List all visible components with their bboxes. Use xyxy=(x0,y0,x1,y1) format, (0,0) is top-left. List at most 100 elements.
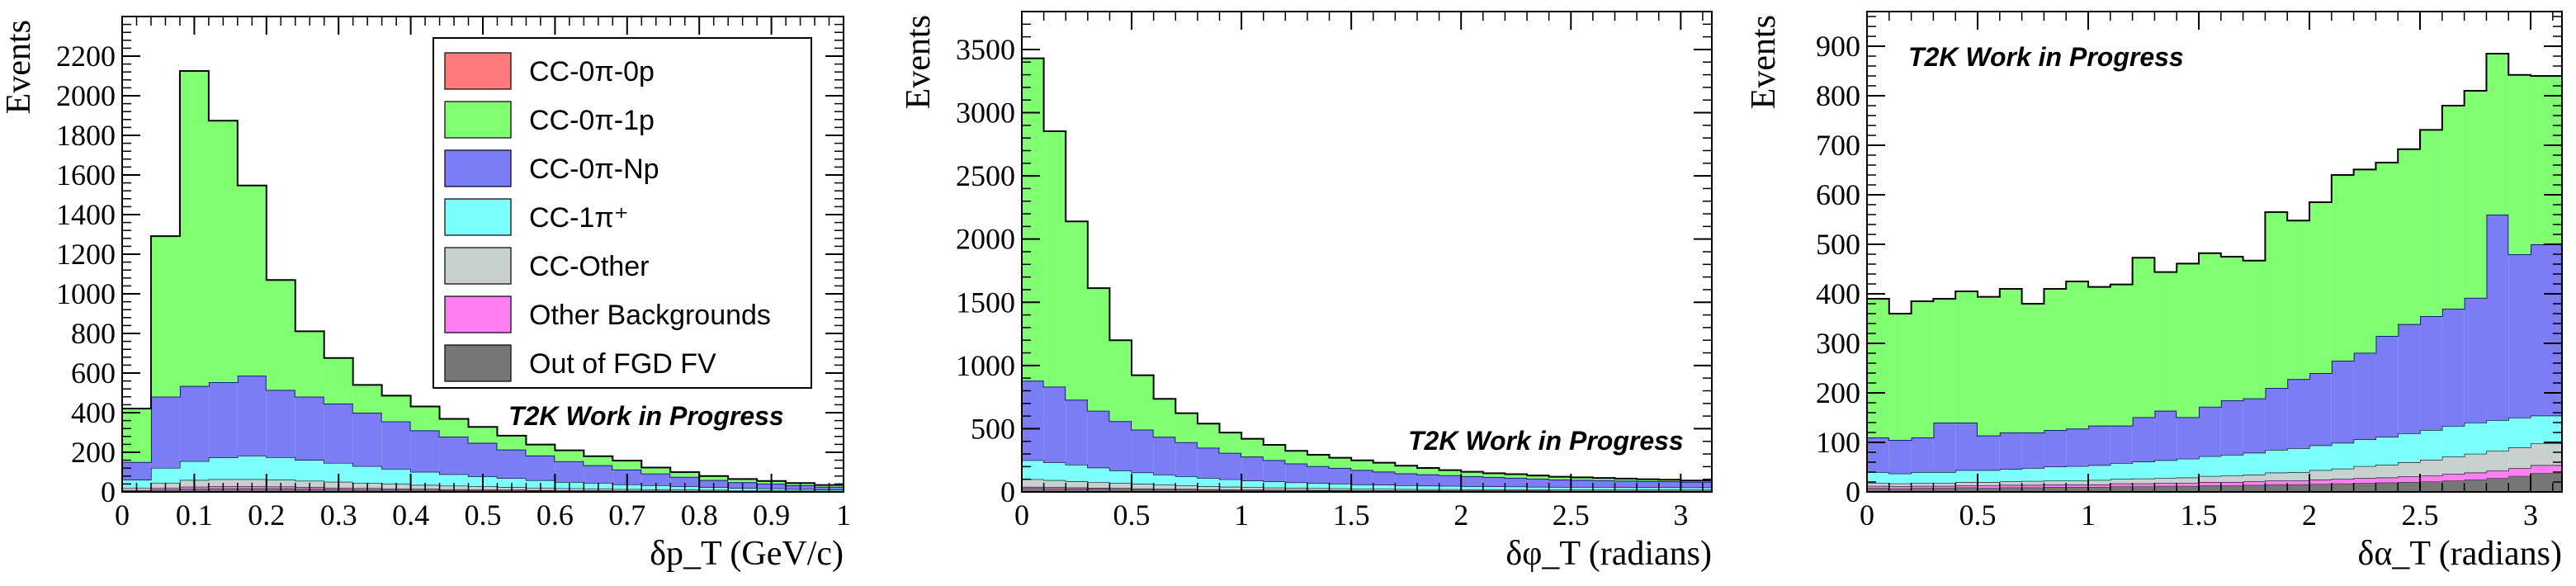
bar-cc0pi1p-bin-14 xyxy=(2177,263,2200,418)
bar-cc0pi1p-bin-10 xyxy=(410,406,440,431)
bar-cc1pi-bin-27 xyxy=(1614,487,1638,490)
bar-ccother-bin-24 xyxy=(1548,489,1572,491)
bar-cc0pi1p-bin-2 xyxy=(1911,301,1934,437)
bar-cc0pi1p-bin-1 xyxy=(1043,131,1066,387)
bar-cc0piNp-bin-21 xyxy=(2331,361,2354,443)
bar-outfgd-bin-23 xyxy=(2375,482,2399,492)
legend-swatch xyxy=(444,52,512,90)
bar-outfgd-bin-0 xyxy=(1867,488,1889,492)
bar-ccother-bin-17 xyxy=(1395,489,1417,491)
bar-cc0pi1p-bin-20 xyxy=(699,475,729,480)
legend-label: Out of FGD FV xyxy=(529,348,716,380)
bar-cc1pi-bin-19 xyxy=(1439,485,1462,489)
bar-outfgd-bin-16 xyxy=(2220,485,2243,492)
bar-outfgd-bin-13 xyxy=(2154,485,2177,492)
bar-cc1pi-bin-6 xyxy=(1153,475,1176,485)
bar-cc0piNp-bin-12 xyxy=(1285,463,1307,483)
bar-ccother-bin-8 xyxy=(2044,480,2067,484)
outline-cc0pi1p xyxy=(1866,53,2563,492)
series-cc0pi1p xyxy=(1866,53,2563,492)
bar-cc0piNp-bin-10 xyxy=(410,430,440,472)
bar-otherbkg-bin-21 xyxy=(2331,479,2354,484)
bar-cc1pi-bin-23 xyxy=(1527,486,1549,490)
bar-outfgd-bin-7 xyxy=(1175,489,1198,492)
bar-cc0piNp-bin-4 xyxy=(1955,423,1978,470)
bar-cc0pi1p-bin-5 xyxy=(266,280,295,390)
y-tick-label: 800 xyxy=(71,317,116,350)
x-tick-label: 0.8 xyxy=(681,499,718,532)
x-tick-label: 1.5 xyxy=(2181,499,2218,532)
bar-outfgd-bin-15 xyxy=(2199,485,2221,492)
bar-otherbkg-bin-28 xyxy=(2486,470,2509,479)
bar-cc0piNp-bin-6 xyxy=(1999,432,2022,470)
x-tick-label: 0 xyxy=(1860,499,1874,532)
bar-cc0pi1p-bin-0 xyxy=(1022,58,1044,381)
bar-outfgd-bin-10 xyxy=(2088,487,2110,492)
bar-cc0pi1p-bin-28 xyxy=(1637,479,1659,481)
bar-cc0piNp-bin-1 xyxy=(150,396,180,468)
bar-cc0pi1p-bin-4 xyxy=(1955,291,1978,423)
bar-otherbkg-bin-1 xyxy=(1043,487,1066,489)
bar-cc0pi1p-bin-8 xyxy=(352,385,382,413)
bar-cc0pi1p-bin-26 xyxy=(2441,106,2465,309)
bar-outfgd-bin-4 xyxy=(1955,487,1978,492)
bar-outfgd-bin-20 xyxy=(2309,484,2332,492)
bar-cc1pi-bin-21 xyxy=(2331,442,2354,469)
x-tick-label: 1 xyxy=(2081,499,2096,532)
legend: CC-0π-0p CC-0π-1p CC-0π-Np CC-1π⁺ CC-Other Ot… xyxy=(432,37,812,389)
bar-otherbkg-bin-10 xyxy=(2088,484,2110,487)
bar-cc1pi-bin-1 xyxy=(150,467,180,483)
bar-otherbkg-bin-25 xyxy=(2420,475,2442,482)
bar-cc1pi-bin-10 xyxy=(2088,465,2110,480)
bar-outfgd-bin-17 xyxy=(2243,484,2266,492)
x-tick-label: 2.5 xyxy=(2402,499,2439,532)
bar-cc0pi1p-bin-3 xyxy=(1087,288,1110,411)
bar-ccother-bin-0 xyxy=(1022,479,1044,487)
bar-cc0piNp-bin-2 xyxy=(179,385,209,461)
bar-cc0piNp-bin-16 xyxy=(584,465,613,484)
bar-otherbkg-bin-30 xyxy=(2531,465,2562,474)
bar-cc1pi-bin-18 xyxy=(1416,485,1439,489)
y-tick-label: 100 xyxy=(1816,426,1860,459)
bar-cc1pi-bin-18 xyxy=(2265,450,2288,473)
bar-cc0pi1p-bin-25 xyxy=(1571,477,1593,480)
bar-cc0pi1p-bin-7 xyxy=(2021,304,2044,432)
y-axis-label: Events xyxy=(0,20,38,114)
legend-item-cc0pi1p: CC-0π-1p xyxy=(444,101,655,139)
bar-outfgd-bin-5 xyxy=(1132,489,1154,492)
bar-cc0pi1p-bin-24 xyxy=(1548,476,1572,480)
bar-cc0pi1p-bin-19 xyxy=(2287,220,2310,380)
bar-cc0piNp-bin-6 xyxy=(1153,437,1176,475)
bar-cc0pi1p-bin-2 xyxy=(1066,221,1088,400)
x-tick-label: 0.9 xyxy=(753,499,790,532)
bar-cc1pi-bin-7 xyxy=(324,462,353,482)
bar-ccother-bin-9 xyxy=(2066,480,2089,484)
bar-cc0piNp-bin-6 xyxy=(295,396,324,461)
bar-ccother-bin-11 xyxy=(2110,479,2133,484)
bar-cc1pi-bin-14 xyxy=(2177,458,2200,478)
bar-otherbkg-bin-7 xyxy=(2021,484,2044,488)
bar-cc0pi1p-bin-23 xyxy=(1527,475,1549,479)
x-tick-label: 0 xyxy=(1014,499,1029,532)
bar-cc0pi1p-bin-12 xyxy=(2132,258,2155,418)
series-cc0piNp xyxy=(121,375,844,492)
bar-ccother-bin-4 xyxy=(237,479,267,487)
bar-ccother-bin-27 xyxy=(1614,489,1638,491)
y-tick-label: 400 xyxy=(71,396,116,429)
x-tick-label: 3 xyxy=(1673,499,1688,532)
bar-ccother-bin-0 xyxy=(1867,483,1889,486)
bar-otherbkg-bin-24 xyxy=(2398,476,2421,482)
y-tick-label: 400 xyxy=(1816,277,1860,310)
bar-cc1pi-bin-0 xyxy=(1867,472,1889,484)
bar-ccother-bin-26 xyxy=(2441,456,2465,475)
x-tick-label: 0.7 xyxy=(608,499,645,532)
x-tick-label: 1.5 xyxy=(1333,499,1370,532)
bar-ccother-bin-23 xyxy=(2375,465,2399,478)
bar-outfgd-bin-22 xyxy=(2353,483,2376,492)
bar-ccother-bin-25 xyxy=(1571,489,1593,491)
bar-cc0piNp-bin-0 xyxy=(122,461,151,480)
bar-otherbkg-bin-6 xyxy=(1999,484,2022,488)
bar-outfgd-bin-19 xyxy=(2287,484,2310,492)
bar-cc0piNp-bin-20 xyxy=(1461,476,1483,487)
bar-cc1pi-bin-1 xyxy=(1888,473,1912,484)
